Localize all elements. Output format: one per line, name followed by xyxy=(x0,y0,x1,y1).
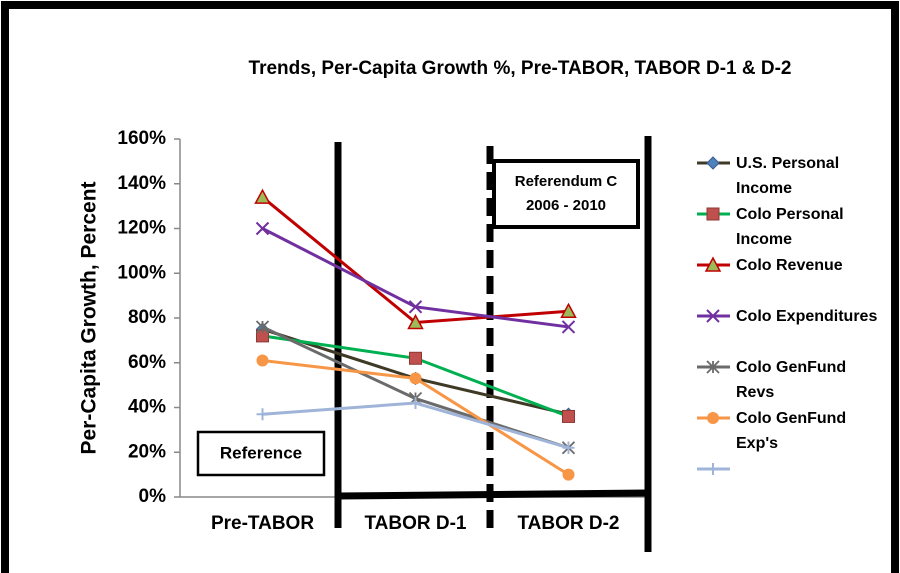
chart-title: Trends, Per-Capita Growth %, Pre-TABOR, … xyxy=(249,58,792,79)
legend-item: Colo GenFund Revs xyxy=(736,359,847,401)
y-tick-label: 120% xyxy=(117,218,166,239)
annotation: Referendum C xyxy=(515,173,618,190)
annotation-box xyxy=(196,430,326,477)
series-line xyxy=(261,227,569,329)
y-tick-label: 20% xyxy=(128,441,166,462)
marker xyxy=(409,372,422,385)
marker xyxy=(562,409,575,423)
marker xyxy=(409,397,422,410)
marker xyxy=(255,320,270,334)
x-tick-label: TABOR D-2 xyxy=(517,513,619,534)
y-tick-label: 100% xyxy=(117,262,166,283)
legend-item: Colo Revenue xyxy=(736,257,843,274)
annotation: 2006 - 2010 xyxy=(526,197,606,214)
legend: U.S. Personal Income Colo Personal Income… xyxy=(736,151,886,508)
marker xyxy=(706,156,720,170)
marker xyxy=(706,309,720,323)
y-tick-label: 60% xyxy=(128,352,166,373)
marker xyxy=(255,221,270,236)
marker xyxy=(706,360,720,374)
y-tick-label: 0% xyxy=(139,486,167,507)
legend-item xyxy=(736,457,886,508)
marker xyxy=(256,354,269,367)
marker xyxy=(561,320,576,334)
y-tick-label: 140% xyxy=(117,173,166,194)
marker xyxy=(704,256,722,272)
x-tick-label: TABOR D-1 xyxy=(364,513,466,534)
y-tick-label: 40% xyxy=(128,397,166,418)
y-axis-label: Per-Capita Growth, Percent xyxy=(78,181,101,454)
marker xyxy=(707,463,719,475)
legend-item: Colo GenFund Exp's xyxy=(736,410,847,452)
marker xyxy=(706,207,720,221)
marker xyxy=(408,300,423,314)
marker xyxy=(409,351,422,365)
x-tick-label: Pre-TABOR xyxy=(211,513,314,534)
marker xyxy=(562,468,575,481)
marker xyxy=(707,412,719,424)
marker xyxy=(560,302,577,319)
legend-item: U.S. Personal Income xyxy=(736,155,840,197)
y-tick-label: 160% xyxy=(117,128,166,149)
legend-item: Colo Personal Income xyxy=(736,206,844,248)
annotation-box xyxy=(492,159,640,229)
marker xyxy=(562,441,575,454)
annotation: Reference xyxy=(220,443,302,462)
marker xyxy=(256,408,269,421)
marker xyxy=(407,313,424,330)
y-tick-label: 80% xyxy=(128,307,166,328)
legend-item: Colo Expenditures xyxy=(736,308,878,325)
marker xyxy=(254,188,271,204)
